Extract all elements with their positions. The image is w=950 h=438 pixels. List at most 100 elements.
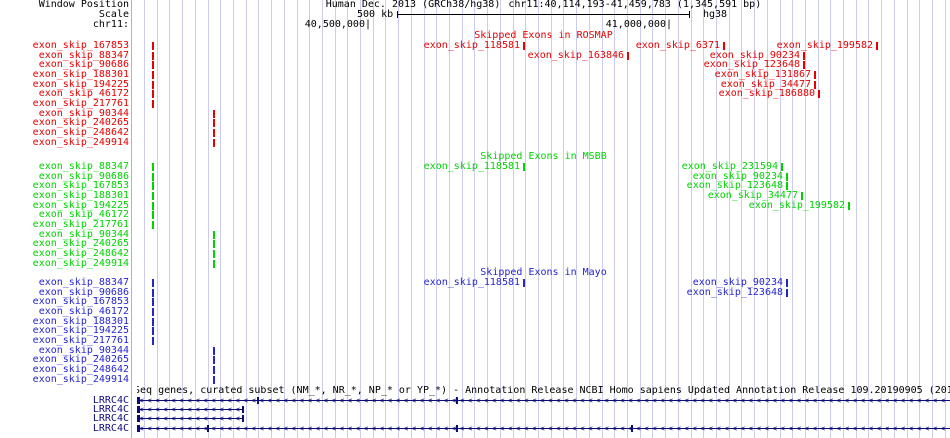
exon-tick[interactable] [213, 356, 215, 365]
exon-tick[interactable] [786, 172, 788, 181]
exon-tick[interactable] [213, 128, 215, 137]
exon-label[interactable]: exon_skip_88347 [38, 277, 129, 288]
exon-tick[interactable] [803, 61, 805, 70]
exon-label[interactable]: exon_skip_217761 [32, 97, 129, 109]
exon-tick[interactable] [801, 191, 803, 200]
exon-label[interactable]: exon_skip_46172 [38, 209, 129, 221]
exon-label[interactable]: exon_skip_90686 [38, 286, 129, 298]
exon-label[interactable]: exon_skip_88347 [38, 49, 129, 61]
exon-tick[interactable] [213, 109, 215, 118]
exon-label[interactable]: exon_skip_194225 [32, 199, 129, 211]
track-title-mayo[interactable]: Skipped Exons in Mayo [480, 267, 607, 278]
exon-label[interactable]: exon_skip_188301 [32, 315, 129, 327]
exon-tick[interactable] [213, 240, 215, 249]
exon-tick[interactable] [781, 163, 783, 171]
exon-label[interactable]: exon_skip_188301 [32, 68, 129, 80]
exon-label[interactable]: exon_skip_217761 [32, 334, 129, 346]
exon-label[interactable]: exon_skip_90686 [38, 170, 129, 182]
exon-tick[interactable] [213, 249, 215, 258]
exon-tick[interactable] [803, 51, 805, 60]
exon-item-label[interactable]: exon_skip_186880 [718, 88, 815, 100]
exon-tick[interactable] [152, 80, 154, 89]
exon-tick[interactable] [152, 327, 154, 336]
exon-item-label[interactable]: exon_skip_118581 [423, 277, 520, 288]
exon-item-label[interactable]: exon_skip_163846 [527, 49, 624, 61]
exon-tick[interactable] [814, 80, 816, 89]
exon-label[interactable]: exon_skip_217761 [32, 218, 129, 230]
exon-tick[interactable] [152, 191, 154, 200]
exon-label[interactable]: exon_skip_194225 [32, 78, 129, 90]
exon-tick[interactable] [523, 163, 525, 171]
track-title-msbb[interactable]: Skipped Exons in MSBB [480, 151, 607, 162]
exon-tick[interactable] [152, 70, 154, 79]
exon-label[interactable]: exon_skip_90344 [38, 344, 129, 356]
exon-label[interactable]: exon_skip_167853 [32, 40, 129, 51]
exon-item-label[interactable]: exon_skip_90234 [692, 170, 783, 182]
exon-tick[interactable] [213, 138, 215, 147]
exon-label[interactable]: exon_skip_167853 [32, 180, 129, 192]
exon-tick[interactable] [152, 279, 154, 287]
exon-label[interactable]: exon_skip_248642 [32, 363, 129, 375]
exon-item-label[interactable]: exon_skip_199582 [748, 199, 845, 211]
exon-tick[interactable] [848, 201, 850, 210]
exon-label[interactable]: exon_skip_46172 [38, 88, 129, 100]
exon-item-label[interactable]: exon_skip_6371 [635, 40, 720, 51]
exon-label[interactable]: exon_skip_90344 [38, 107, 129, 119]
exon-tick[interactable] [152, 211, 154, 220]
genes-track-title[interactable]: Seq genes, curated subset (NM_*, NR_*, N… [137, 386, 950, 396]
exon-tick[interactable] [152, 307, 154, 316]
track-title-rosmap[interactable]: Skipped Exons in ROSMAP [474, 30, 613, 41]
exon-label[interactable]: exon_skip_90686 [38, 59, 129, 71]
exon-label[interactable]: exon_skip_249914 [32, 257, 129, 269]
exon-item-label[interactable]: exon_skip_90234 [709, 49, 800, 61]
exon-item-label[interactable]: exon_skip_90234 [692, 277, 783, 288]
exon-tick[interactable] [152, 163, 154, 171]
exon-tick[interactable] [152, 201, 154, 210]
exon-label[interactable]: exon_skip_188301 [32, 189, 129, 201]
exon-tick[interactable] [213, 259, 215, 268]
exon-tick[interactable] [152, 336, 154, 345]
exon-tick[interactable] [213, 375, 215, 384]
exon-label[interactable]: exon_skip_240265 [32, 354, 129, 366]
exon-label[interactable]: exon_skip_46172 [38, 305, 129, 317]
gene-label[interactable]: LRRC4C [92, 404, 129, 416]
exon-tick[interactable] [213, 365, 215, 374]
exon-tick[interactable] [786, 279, 788, 287]
exon-tick[interactable] [152, 99, 154, 108]
exon-label[interactable]: exon_skip_167853 [32, 296, 129, 308]
exon-label[interactable]: exon_skip_248642 [32, 126, 129, 138]
exon-label[interactable]: exon_skip_240265 [32, 238, 129, 250]
exon-tick[interactable] [818, 90, 820, 99]
exon-tick[interactable] [152, 298, 154, 307]
exon-tick[interactable] [786, 288, 788, 297]
exon-item-label[interactable]: exon_skip_123648 [686, 180, 783, 192]
exon-tick[interactable] [152, 51, 154, 60]
exon-label[interactable]: exon_skip_248642 [32, 247, 129, 259]
exon-tick[interactable] [152, 90, 154, 99]
exon-item-label[interactable]: exon_skip_118581 [423, 40, 520, 51]
exon-tick[interactable] [213, 119, 215, 128]
exon-tick[interactable] [723, 42, 725, 50]
gene-label[interactable]: LRRC4C [92, 422, 129, 434]
exon-tick[interactable] [876, 42, 878, 50]
exon-tick[interactable] [627, 51, 629, 60]
exon-item-label[interactable]: exon_skip_34477 [720, 78, 811, 90]
exon-item-label[interactable]: exon_skip_118581 [423, 161, 520, 172]
gene-label[interactable]: LRRC4C [92, 413, 129, 425]
exon-item-label[interactable]: exon_skip_123648 [686, 286, 783, 298]
exon-label[interactable]: exon_skip_249914 [32, 373, 129, 385]
exon-label[interactable]: exon_skip_240265 [32, 117, 129, 129]
exon-tick[interactable] [213, 230, 215, 239]
exon-item-label[interactable]: exon_skip_34477 [707, 189, 798, 201]
gene-label[interactable]: LRRC4C [92, 395, 129, 406]
exon-label[interactable]: exon_skip_88347 [38, 161, 129, 172]
exon-label[interactable]: exon_skip_249914 [32, 136, 129, 148]
exon-item-label[interactable]: exon_skip_131867 [714, 68, 811, 80]
exon-tick[interactable] [523, 42, 525, 50]
exon-item-label[interactable]: exon_skip_199582 [776, 40, 873, 51]
exon-tick[interactable] [152, 288, 154, 297]
exon-tick[interactable] [786, 182, 788, 191]
exon-tick[interactable] [152, 42, 154, 50]
exon-tick[interactable] [152, 220, 154, 229]
exon-tick[interactable] [213, 346, 215, 355]
